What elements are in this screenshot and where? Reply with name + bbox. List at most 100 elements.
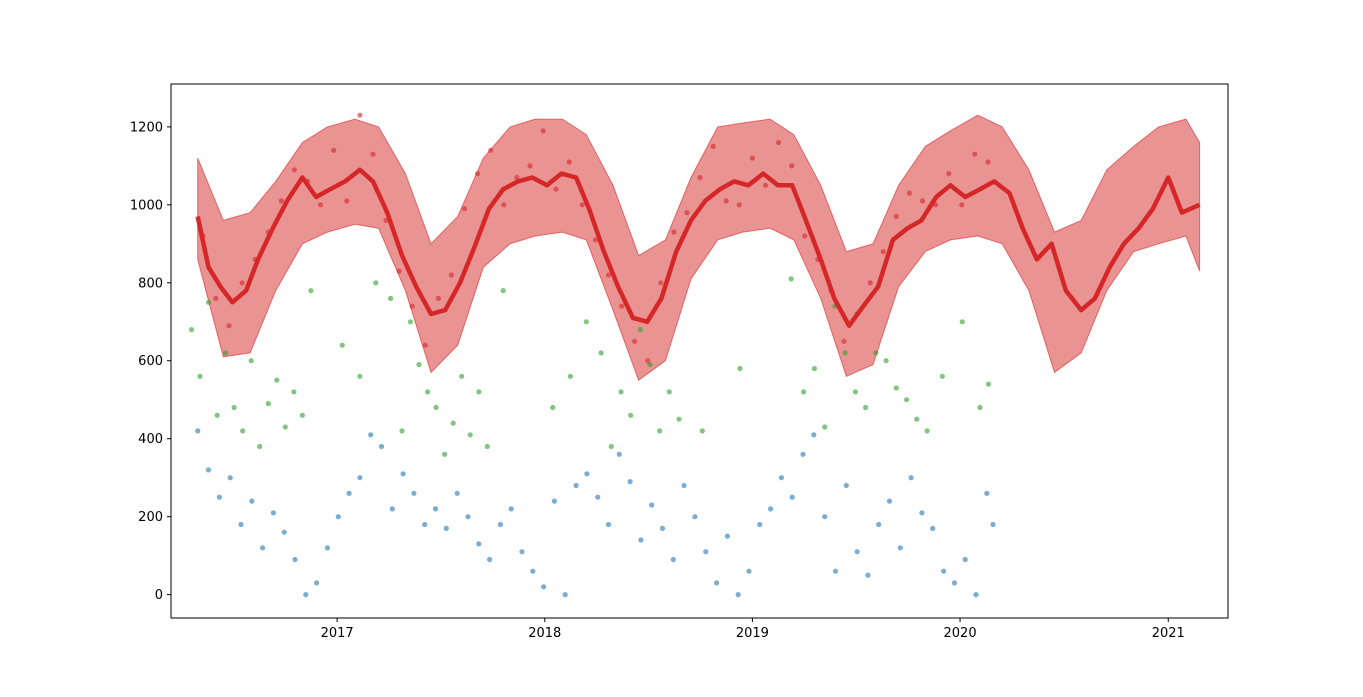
scatter-point	[459, 373, 465, 379]
scatter-point	[886, 498, 893, 504]
scatter-point	[605, 521, 612, 528]
scatter-point	[789, 494, 795, 500]
y-tick-label: 1200	[130, 120, 163, 135]
scatter-point	[647, 362, 653, 368]
scatter-point	[737, 365, 743, 372]
scatter-point	[433, 404, 439, 411]
y-tick-label: 1000	[130, 198, 163, 213]
scatter-point	[867, 280, 873, 286]
scatter-point	[854, 549, 860, 555]
scatter-point	[757, 521, 763, 528]
scatter-point	[357, 373, 363, 379]
scatter-point	[454, 490, 460, 496]
scatter-point	[832, 568, 839, 574]
scatter-point	[822, 514, 828, 520]
scatter-point	[897, 545, 903, 551]
scatter-point	[645, 358, 651, 364]
scatter-point	[584, 471, 590, 477]
scatter-point	[197, 373, 203, 379]
scatter-point	[551, 498, 558, 504]
y-tick-label: 600	[138, 354, 163, 369]
scatter-point	[368, 432, 374, 438]
scatter-point	[213, 295, 219, 301]
scatter-point	[985, 159, 991, 165]
scatter-point	[714, 580, 720, 586]
scatter-point	[583, 319, 589, 325]
scatter-point	[776, 139, 782, 146]
scatter-point	[291, 389, 297, 395]
scatter-point	[476, 389, 482, 395]
y-tick-label: 200	[138, 510, 163, 525]
scatter-point	[788, 276, 794, 282]
scatter-point	[541, 584, 547, 590]
scatter-point	[282, 424, 288, 430]
scatter-point	[789, 163, 795, 169]
scatter-point	[735, 592, 741, 598]
trend-line	[195, 167, 1201, 328]
scatter-point	[723, 198, 729, 204]
scatter-point	[863, 404, 869, 411]
scatter-point	[248, 358, 254, 364]
scatter-point	[724, 533, 731, 539]
scatter-point	[880, 249, 886, 255]
scatter-point	[919, 510, 925, 516]
scatter-point	[939, 373, 946, 379]
scatter-point	[500, 288, 506, 294]
y-axis: 0 200 400 600 800 1000 1200	[130, 120, 171, 603]
scatter-point	[627, 479, 633, 485]
scatter-point	[240, 428, 246, 434]
scatter-point	[616, 451, 622, 457]
scatter-point	[873, 350, 879, 356]
scatter-point	[619, 303, 625, 309]
scatter-point	[801, 389, 807, 395]
scatter-point	[736, 202, 742, 208]
scatter-point	[746, 568, 752, 574]
y-tick-label: 400	[138, 432, 163, 447]
scatter-point	[566, 159, 572, 165]
scatter-point	[638, 537, 644, 543]
scatter-point	[281, 529, 287, 535]
scatter-point	[906, 190, 913, 196]
scatter-point	[399, 428, 405, 434]
scatter-point	[497, 521, 503, 528]
band-layer	[197, 114, 1201, 381]
scatter-point	[762, 182, 769, 188]
scatter-point	[396, 268, 402, 274]
scatter-point	[550, 404, 556, 411]
y-tick-label: 0	[155, 588, 163, 603]
scatter-point	[274, 377, 280, 383]
scatter-point	[768, 506, 774, 512]
scatter-point	[598, 350, 604, 356]
scatter-point	[291, 167, 297, 173]
scatter-point	[292, 556, 298, 563]
scatter-point	[843, 482, 849, 489]
scatter-point	[409, 303, 415, 309]
scatter-point	[226, 323, 232, 329]
scatter-point	[990, 521, 996, 528]
scatter-point	[985, 381, 992, 387]
scatter-point	[299, 412, 305, 418]
scatter-point	[339, 342, 345, 348]
scatter-point	[908, 475, 914, 481]
scatter-point	[188, 327, 195, 333]
scatter-point	[822, 424, 828, 430]
scatter-point	[670, 556, 676, 563]
scatter-point	[924, 428, 930, 434]
x-tick-label: 2018	[528, 626, 561, 641]
scatter-point	[484, 443, 490, 450]
scatter-point	[443, 525, 449, 532]
scatter-point	[697, 174, 703, 181]
scatter-point	[318, 202, 324, 208]
scatter-point	[914, 416, 920, 422]
scatter-point	[373, 280, 379, 286]
x-tick-label: 2019	[736, 626, 769, 641]
scatter-point	[984, 490, 990, 496]
scatter-point	[195, 428, 201, 434]
confidence-band	[197, 114, 1201, 381]
scatter-point	[231, 404, 237, 411]
scatter-point	[659, 525, 666, 532]
scatter-point	[692, 514, 698, 520]
scatter-point	[378, 443, 385, 450]
